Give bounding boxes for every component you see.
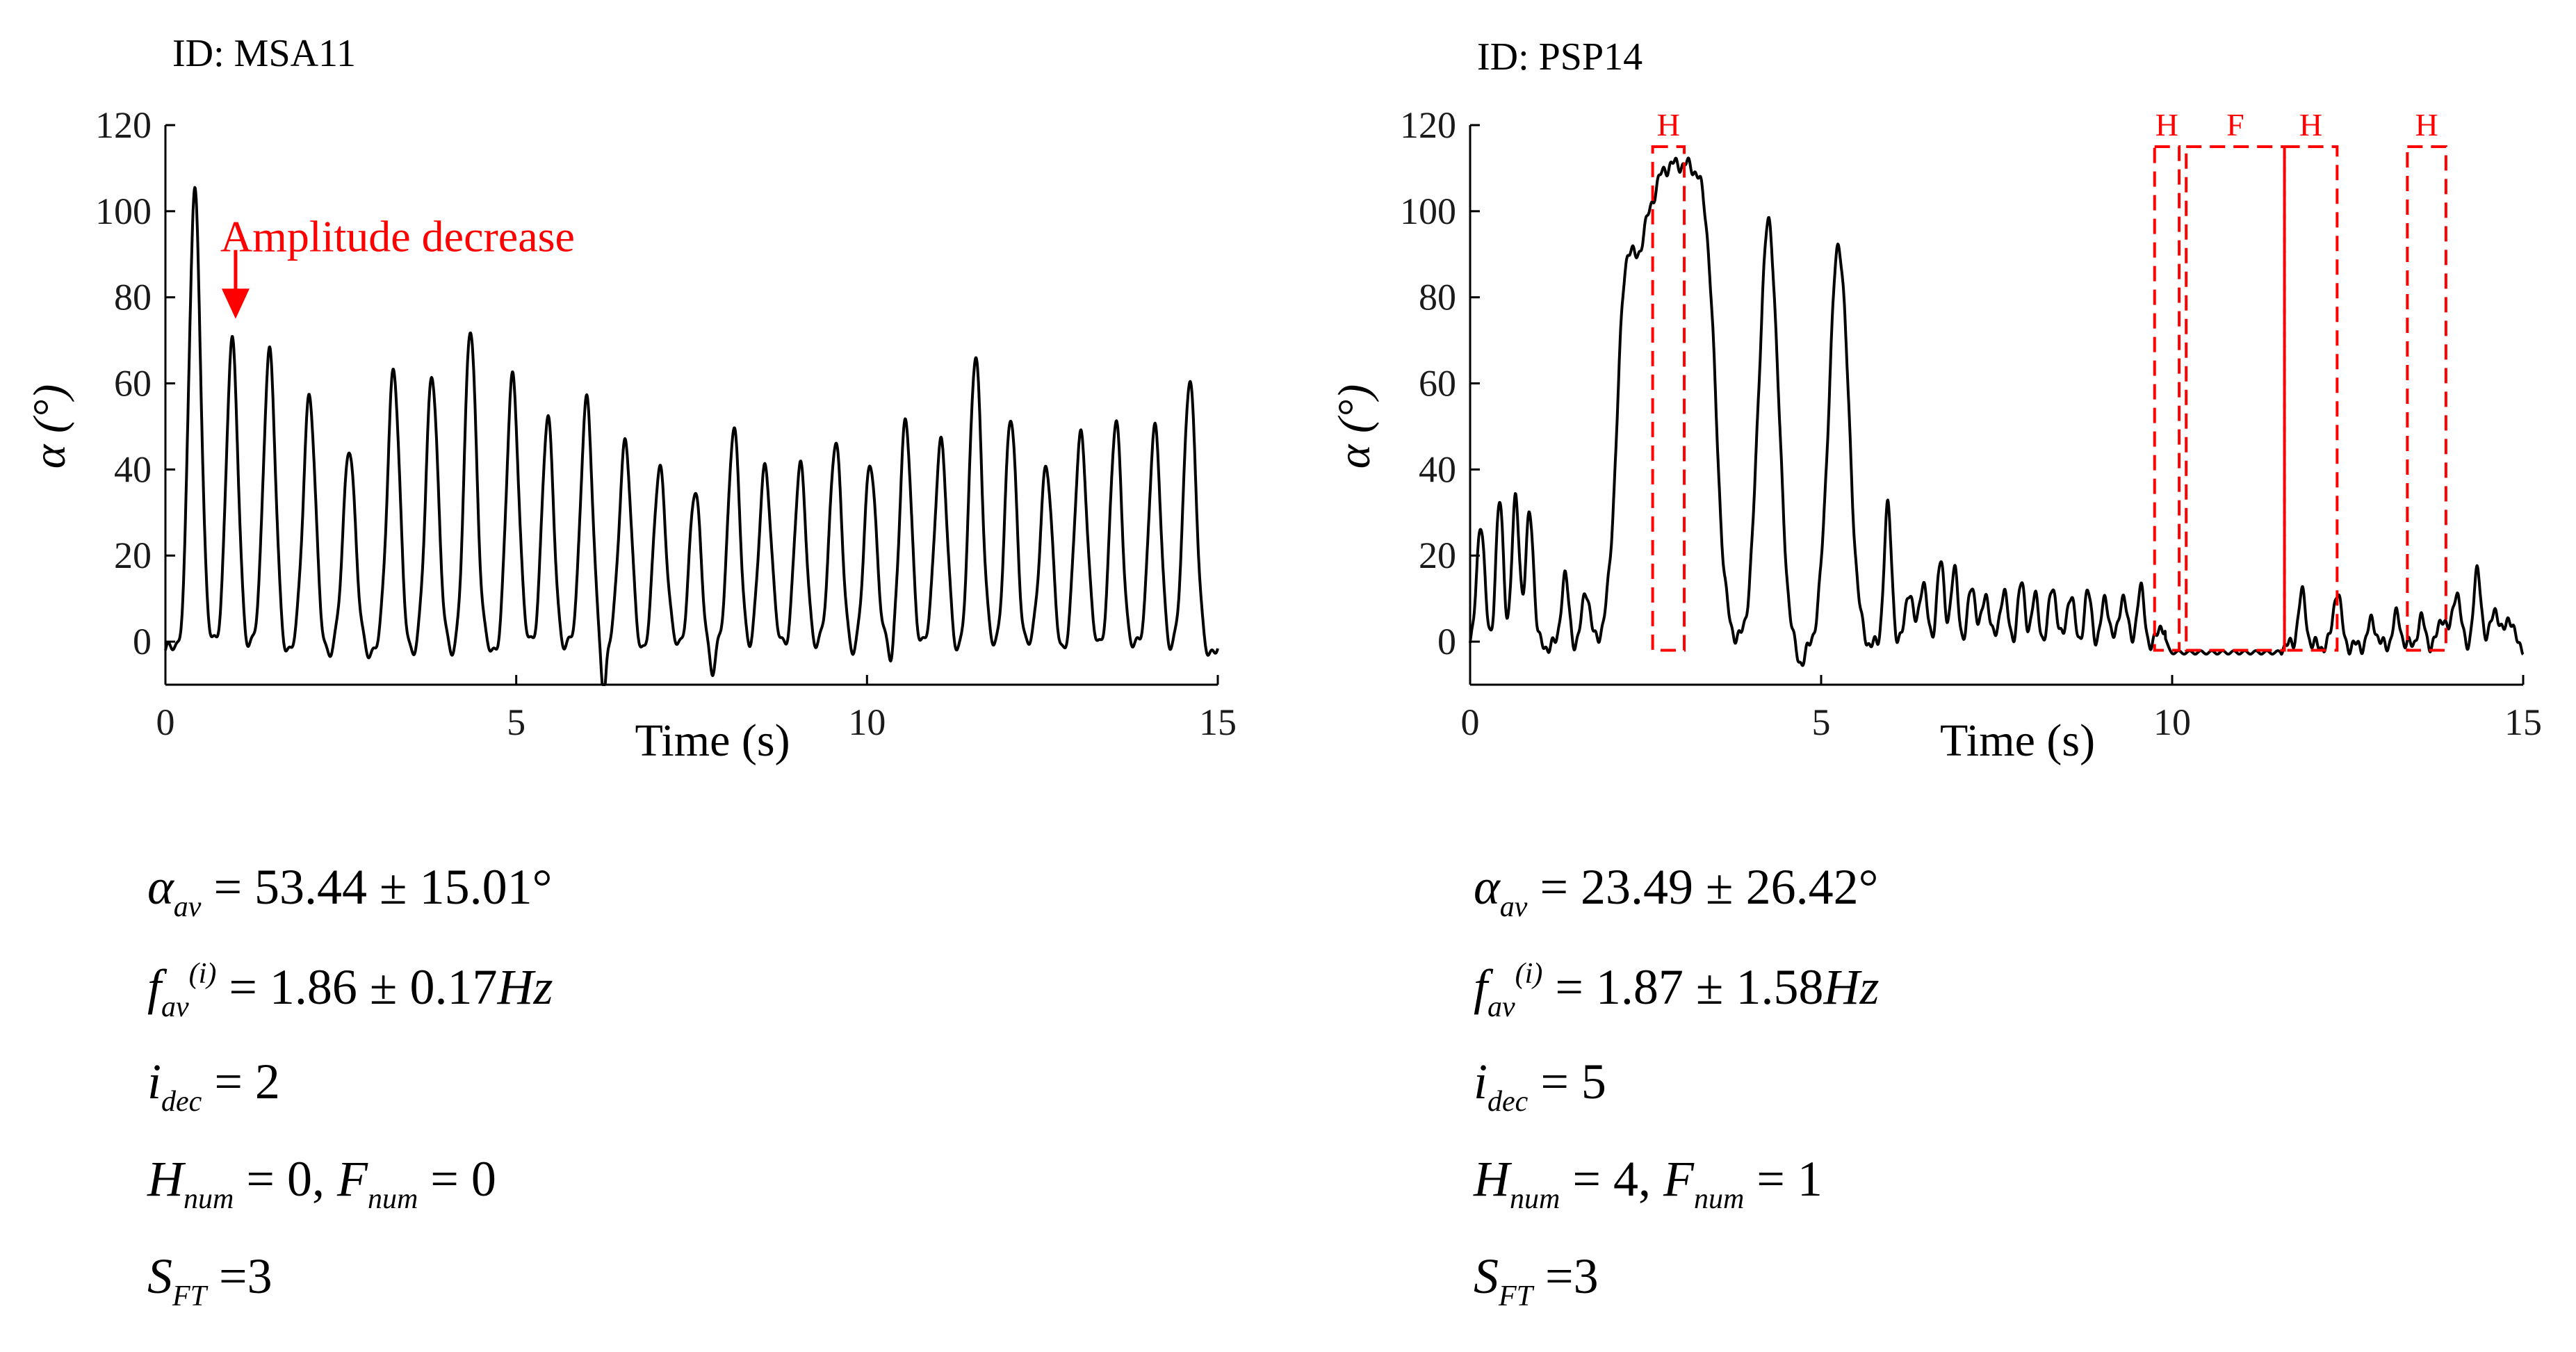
event-box-h (2153, 145, 2181, 652)
angle-signal-line (164, 186, 1219, 686)
y-tick-label: 40 (1419, 448, 1456, 490)
event-box-h (2283, 145, 2339, 652)
event-box-h (1651, 145, 1686, 652)
x-tick-label: 5 (1812, 701, 1831, 743)
y-tick-label: 120 (1400, 104, 1456, 146)
y-tick-label: 100 (1400, 190, 1456, 232)
annotation-arrow-icon (221, 250, 250, 319)
panel-msa11: ID: MSA11 0 20 40 60 80 100 120 0 5 10 15 α (°) T… (24, 32, 1237, 766)
x-ticks: 0 5 10 15 (1461, 675, 2542, 743)
y-ticks: 0 20 40 60 80 100 120 (1400, 104, 1480, 662)
axes (1469, 125, 2523, 686)
amplitude-decrease-annotation: Amplitude decrease (220, 211, 575, 261)
y-tick-label: 20 (1419, 535, 1456, 576)
event-box-label: H (2155, 107, 2178, 142)
x-tick-label: 15 (2504, 701, 2542, 743)
sft-score: SFT =3 (1474, 1248, 1599, 1312)
y-tick-label: 0 (133, 621, 152, 662)
hesitation-freeze-counts: Hnum = 4, Fnum = 1 (1474, 1151, 1823, 1215)
y-tick-label: 60 (1419, 363, 1456, 405)
x-tick-label: 10 (848, 701, 886, 743)
stats-msa11: αav = 53.44 ± 15.01° fav(i) = 1.86 ± 0.1… (147, 862, 981, 1335)
panel-title: ID: MSA11 (172, 32, 356, 75)
frequency-average: fav(i) = 1.87 ± 1.58Hz (1474, 958, 1880, 1023)
y-tick-label: 120 (95, 104, 152, 146)
x-axis-label: Time (s) (1940, 715, 2095, 766)
arrow-head (221, 288, 250, 319)
y-tick-label: 80 (1419, 277, 1456, 318)
panel-title: ID: PSP14 (1477, 35, 1642, 79)
sft-score: SFT =3 (147, 1248, 272, 1312)
y-tick-label: 100 (95, 190, 152, 232)
y-tick-label: 40 (114, 448, 152, 490)
x-tick-label: 10 (2153, 701, 2191, 743)
x-tick-label: 0 (1461, 701, 1480, 743)
panel-psp14: ID: PSP14 0 20 40 60 80 100 120 0 5 10 15 H H F H H α… (1329, 35, 2542, 766)
x-tick-label: 0 (156, 701, 175, 743)
x-tick-label: 15 (1199, 701, 1237, 743)
alpha-average: αav = 53.44 ± 15.01° (147, 859, 553, 923)
alpha-average: αav = 23.49 ± 26.42° (1474, 859, 1879, 923)
y-tick-label: 0 (1437, 621, 1456, 662)
x-ticks: 0 5 10 15 (156, 675, 1237, 743)
x-tick-label: 5 (507, 701, 525, 743)
event-box-label: H (2299, 107, 2322, 142)
y-axis-label: α (°) (1329, 384, 1380, 469)
axes (164, 125, 1218, 686)
event-box-label: F (2226, 107, 2244, 142)
decrement-index: idec = 5 (1474, 1054, 1606, 1118)
stats-psp14: αav = 23.49 ± 26.42° fav(i) = 1.87 ± 1.5… (1474, 862, 2308, 1335)
event-box-h (2406, 145, 2447, 652)
y-tick-label: 20 (114, 535, 152, 576)
y-tick-label: 60 (114, 363, 152, 405)
y-ticks: 0 20 40 60 80 100 120 (95, 104, 175, 662)
event-box-label: H (2415, 107, 2438, 142)
y-tick-label: 80 (114, 277, 152, 318)
angle-signal-line (1469, 156, 2525, 667)
frequency-average: fav(i) = 1.86 ± 0.17Hz (147, 958, 553, 1023)
x-axis-label: Time (s) (635, 715, 790, 766)
event-box-f (2185, 145, 2286, 652)
event-box-label: H (1657, 107, 1680, 142)
y-axis-label: α (°) (24, 384, 75, 469)
hesitation-freeze-counts: Hnum = 0, Fnum = 0 (147, 1151, 496, 1215)
decrement-index: idec = 2 (147, 1054, 280, 1118)
